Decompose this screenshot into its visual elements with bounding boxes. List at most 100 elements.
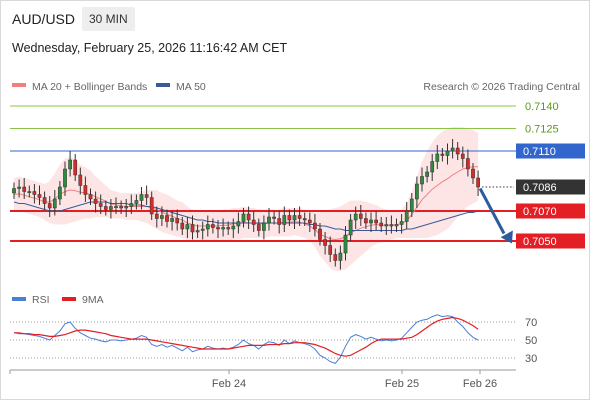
pivot-price-tag (516, 143, 585, 159)
rsi-legend-swatch (12, 297, 26, 301)
bullish-candle (134, 200, 139, 204)
support-label: 0.7070 (523, 206, 557, 218)
price-level-layer (10, 105, 516, 242)
bullish-candle (399, 221, 404, 225)
bullish-candle (52, 198, 57, 209)
bullish-candle (420, 176, 424, 185)
bearish-candle (226, 227, 231, 230)
bearish-candle (88, 194, 93, 200)
datetime-label: Wednesday, February 25, 2026 11:16:42 AM… (12, 41, 288, 55)
bullish-candle (338, 252, 343, 261)
current-price-label: 0.7086 (523, 182, 557, 194)
support-label: 0.7050 (523, 236, 557, 248)
bullish-candle (282, 215, 287, 225)
price-label-layer: 0.7140 0.7125 0.7110 0.7086 0.7070 0.7050 (516, 101, 585, 249)
bearish-candle (190, 224, 195, 233)
rsi-legend-label: RSI (32, 294, 50, 306)
rsi-line (13, 314, 479, 364)
bullish-candle (27, 191, 32, 193)
time-tick-label: Feb 24 (212, 378, 246, 390)
time-tick-label: Feb 26 (463, 378, 497, 390)
bullish-candle (292, 215, 297, 221)
rsi-ma9-line (14, 316, 479, 357)
bullish-candle (185, 224, 190, 230)
bullish-candle (415, 183, 419, 200)
resistance-label: 0.7125 (525, 124, 559, 136)
ma50-legend-swatch (156, 83, 170, 87)
bearish-candle (307, 219, 312, 224)
bullish-candle (160, 215, 164, 219)
bearish-candle (119, 206, 123, 209)
bullish-candle (353, 213, 358, 221)
bullish-candle (139, 194, 144, 201)
bearish-candle (302, 218, 307, 221)
bullish-candle (195, 230, 200, 233)
bearish-candle (37, 194, 42, 198)
candles-layer (12, 139, 480, 270)
copyright-label: Research © 2026 Trading Central (423, 81, 580, 93)
rsi-tick-label: 30 (525, 353, 537, 365)
bearish-candle (98, 203, 103, 207)
bearish-candle (73, 159, 78, 176)
resistance-label: 0.7140 (525, 101, 559, 113)
bearish-candle (103, 206, 108, 210)
bullish-candle (394, 224, 399, 227)
bearish-candle (211, 224, 215, 228)
bearish-candle (323, 239, 327, 246)
bollinger-band (14, 127, 479, 271)
bullish-candle (68, 159, 72, 170)
bearish-candle (277, 218, 282, 225)
bearish-candle (93, 198, 98, 204)
bullish-candle (404, 210, 409, 222)
ma20-legend-label: MA 20 + Bollinger Bands (32, 81, 147, 93)
pivot-label: 0.7110 (523, 146, 556, 158)
bullish-candle (109, 206, 113, 210)
bearish-candle (466, 158, 470, 170)
bearish-candle (47, 203, 52, 209)
ma9-legend-swatch (62, 297, 76, 301)
support-price-tag (516, 233, 585, 249)
bearish-candle (440, 153, 445, 156)
bullish-candle (262, 222, 266, 231)
bullish-candle (450, 147, 455, 152)
bearish-candle (256, 224, 261, 231)
bearish-candle (460, 153, 465, 159)
bullish-candle (124, 206, 129, 209)
ma50-line (13, 201, 479, 231)
bullish-candle (445, 150, 450, 156)
rsi-legend: RSI 9MA (12, 294, 104, 306)
bearish-candle (358, 213, 363, 219)
bullish-candle (435, 153, 440, 162)
bearish-candle (374, 219, 378, 224)
bearish-candle (154, 213, 159, 219)
bullish-candle (348, 219, 353, 236)
projection-arrowhead (500, 230, 513, 244)
bullish-candle (17, 186, 21, 189)
bullish-candle (369, 219, 373, 224)
projection-arrow-shaft (478, 187, 506, 235)
bearish-candle (389, 224, 394, 227)
bullish-candle (170, 218, 174, 222)
bearish-candle (297, 215, 302, 219)
ma20-legend-swatch (12, 83, 26, 87)
bearish-candle (333, 254, 338, 261)
rsi-tick-label: 70 (525, 317, 537, 329)
bearish-candle (328, 245, 333, 255)
timeframe-button[interactable]: 30 MIN (82, 7, 135, 31)
bullish-candle (12, 188, 16, 194)
bearish-candle (476, 177, 480, 188)
bearish-candle (379, 222, 384, 227)
ma50-legend-label: MA 50 (176, 81, 206, 93)
main-legend: MA 20 + Bollinger Bands MA 50 (12, 81, 206, 93)
bearish-candle (149, 197, 154, 215)
projection-layer (478, 187, 513, 244)
bullish-candle (129, 203, 134, 207)
current-price-tag (516, 179, 585, 195)
bullish-candle (267, 216, 271, 224)
rsi-tick-label: 50 (525, 335, 537, 347)
bullish-candle (63, 168, 67, 188)
symbol-title: AUD/USD (12, 11, 76, 27)
bearish-candle (251, 219, 256, 225)
bearish-candle (272, 216, 276, 219)
bullish-candle (343, 234, 348, 254)
